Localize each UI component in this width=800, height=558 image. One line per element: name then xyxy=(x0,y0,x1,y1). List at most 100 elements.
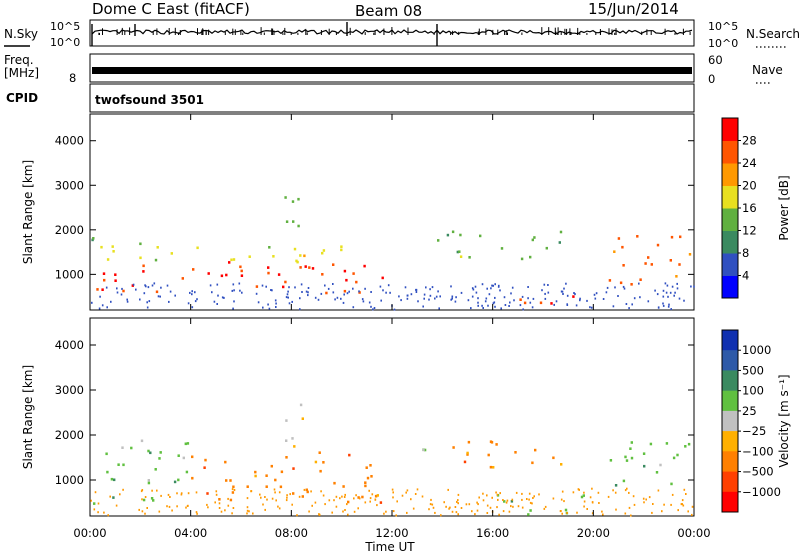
data-cell xyxy=(589,306,591,309)
data-cell xyxy=(270,289,272,291)
data-cell xyxy=(479,234,482,238)
data-cell xyxy=(105,286,108,289)
data-cell xyxy=(231,488,234,491)
data-cell xyxy=(543,507,546,510)
data-cell xyxy=(272,255,275,258)
y-axis-label: Slant Range [km] xyxy=(21,160,35,264)
data-cell xyxy=(229,498,233,502)
data-cell xyxy=(477,304,479,307)
data-cell xyxy=(484,300,487,303)
colorbar-swatch xyxy=(722,471,738,493)
data-cell xyxy=(304,265,307,268)
data-cell xyxy=(481,304,483,307)
data-cell xyxy=(662,302,664,305)
colorbar-tick-label: 8 xyxy=(742,246,749,260)
data-cell xyxy=(673,294,675,297)
noise-left-tick-bottom: 10^0 xyxy=(50,36,80,49)
data-cell xyxy=(373,307,376,309)
data-cell xyxy=(379,501,383,504)
colorbar-tick-label: −1000 xyxy=(742,485,781,499)
data-cell xyxy=(343,269,347,273)
data-cell xyxy=(629,447,632,450)
data-cell xyxy=(216,303,218,305)
data-cell xyxy=(389,291,391,294)
data-cell xyxy=(148,300,151,303)
data-cell xyxy=(246,497,249,500)
data-cell xyxy=(271,497,274,500)
data-cell xyxy=(112,496,115,499)
data-cell xyxy=(119,493,121,496)
data-cell xyxy=(650,263,653,266)
data-cell xyxy=(601,510,603,513)
data-cell xyxy=(159,451,162,454)
data-cell xyxy=(531,502,533,505)
data-cell xyxy=(496,493,499,496)
data-cell xyxy=(305,488,308,492)
data-cell xyxy=(278,491,281,494)
data-cell xyxy=(458,250,461,253)
data-cell xyxy=(358,291,361,294)
data-cell xyxy=(612,305,615,308)
x-tick-label: 08:00 xyxy=(275,526,308,540)
data-cell xyxy=(261,284,264,287)
data-cell xyxy=(308,510,310,513)
data-cell xyxy=(232,258,236,261)
data-cell xyxy=(101,288,104,291)
data-cell xyxy=(196,512,198,515)
data-cell xyxy=(147,481,151,485)
data-cell xyxy=(665,291,668,294)
data-cell xyxy=(149,451,152,455)
data-cell xyxy=(532,297,535,300)
data-cell xyxy=(527,297,529,300)
data-cell xyxy=(431,286,434,289)
data-cell xyxy=(265,285,267,288)
data-cell xyxy=(239,265,242,269)
data-cell xyxy=(224,509,226,512)
colorbar-swatch xyxy=(722,275,738,299)
data-cell xyxy=(311,267,315,270)
noise-sky-trace xyxy=(91,22,693,46)
data-cell xyxy=(528,498,530,501)
data-cell xyxy=(505,501,508,504)
nave-right-tick-top: 60 xyxy=(708,53,723,67)
noise-panel: N.Sky 10^5 10^0 10^5 10^0 N.Search xyxy=(4,19,800,50)
data-cell xyxy=(229,479,232,482)
data-cell xyxy=(456,250,459,254)
data-cell xyxy=(113,478,116,482)
data-cell xyxy=(566,512,568,514)
data-cell xyxy=(555,300,558,303)
data-cell xyxy=(106,306,108,309)
data-cell xyxy=(682,504,685,507)
data-cell xyxy=(291,200,295,203)
data-cell xyxy=(543,283,546,286)
data-cell xyxy=(362,300,365,303)
data-cell xyxy=(139,298,141,301)
data-cell xyxy=(633,297,636,300)
data-cell xyxy=(167,493,170,496)
data-cell xyxy=(141,510,144,513)
data-cell xyxy=(691,513,693,516)
noise-panel-frame xyxy=(89,19,695,47)
data-cell xyxy=(103,511,105,514)
data-cell xyxy=(597,491,600,494)
data-cell xyxy=(143,292,146,295)
data-cell xyxy=(352,272,355,275)
data-cell xyxy=(645,498,647,501)
data-cell xyxy=(364,501,367,504)
data-cell xyxy=(318,451,321,454)
data-cell xyxy=(443,501,445,504)
data-cell xyxy=(416,488,419,491)
data-cell xyxy=(492,466,495,469)
data-cell xyxy=(531,238,534,242)
data-cell xyxy=(103,278,106,282)
data-cell xyxy=(114,279,117,282)
data-cell xyxy=(218,502,221,505)
data-cell xyxy=(100,245,103,249)
data-cell xyxy=(515,491,518,494)
data-cell xyxy=(649,442,653,446)
data-cell xyxy=(141,498,143,501)
data-cell xyxy=(299,297,301,300)
data-cell xyxy=(624,455,627,459)
data-cell xyxy=(392,496,394,499)
data-cell xyxy=(486,504,489,507)
